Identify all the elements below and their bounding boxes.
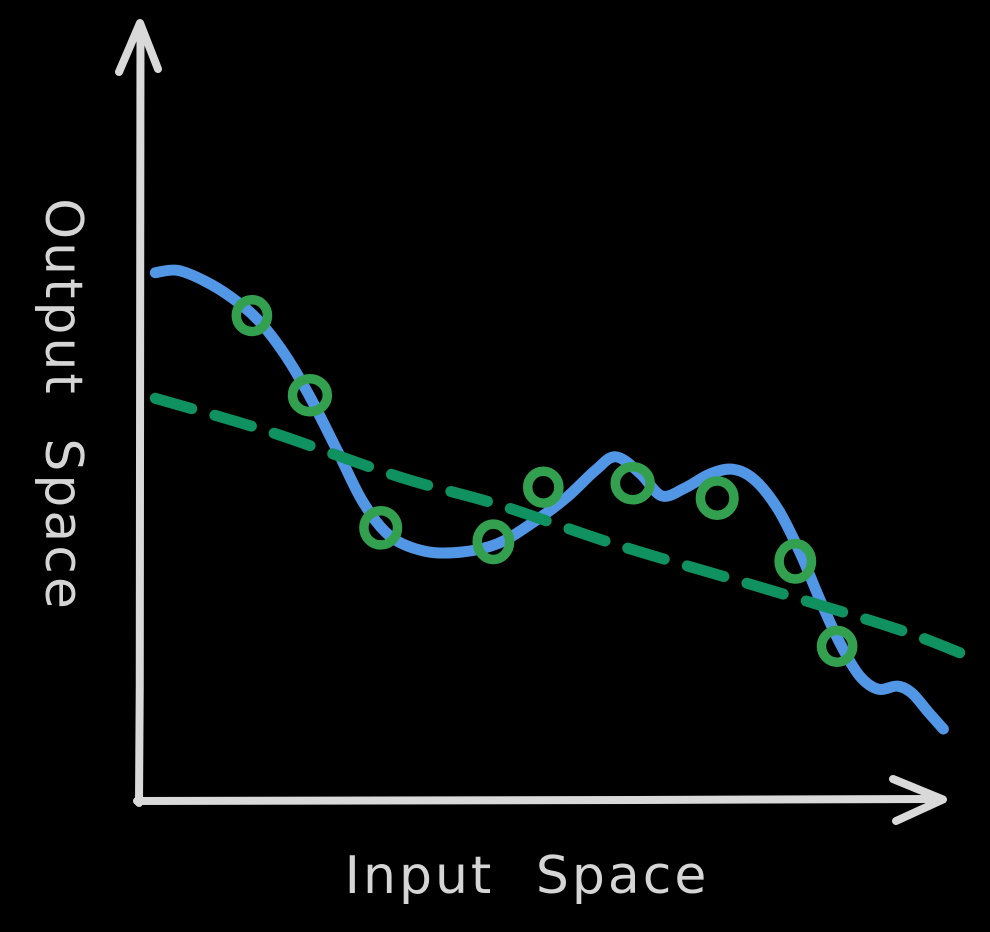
- y-axis-label: Output Space: [33, 198, 93, 612]
- y-axis: [115, 19, 162, 807]
- data-point-ring: [231, 294, 273, 337]
- data-point-ring: [695, 476, 739, 520]
- data-point-ring: [774, 538, 817, 584]
- x-axis-label: Input Space: [345, 846, 710, 906]
- blue-wiggly-fit-curve: [149, 264, 949, 735]
- y-axis-line: [135, 22, 145, 807]
- data-point-ring: [610, 462, 655, 505]
- green-dashed-trend-line-path: [149, 392, 971, 661]
- data-point-ring: [816, 625, 858, 667]
- plot-series: [149, 264, 971, 735]
- y-axis-arrow-icon: [115, 19, 162, 76]
- data-point-ring: [472, 519, 515, 565]
- data-point-ring: [522, 466, 564, 508]
- green-ring-data-points: [231, 294, 858, 667]
- x-axis: [133, 775, 947, 825]
- blue-wiggly-fit-curve-path: [149, 264, 949, 735]
- green-dashed-trend-line: [149, 392, 971, 661]
- data-point-ring: [359, 505, 403, 550]
- x-axis-line: [133, 795, 940, 805]
- x-axis-arrow-icon: [889, 775, 947, 825]
- data-point-ring: [287, 373, 333, 417]
